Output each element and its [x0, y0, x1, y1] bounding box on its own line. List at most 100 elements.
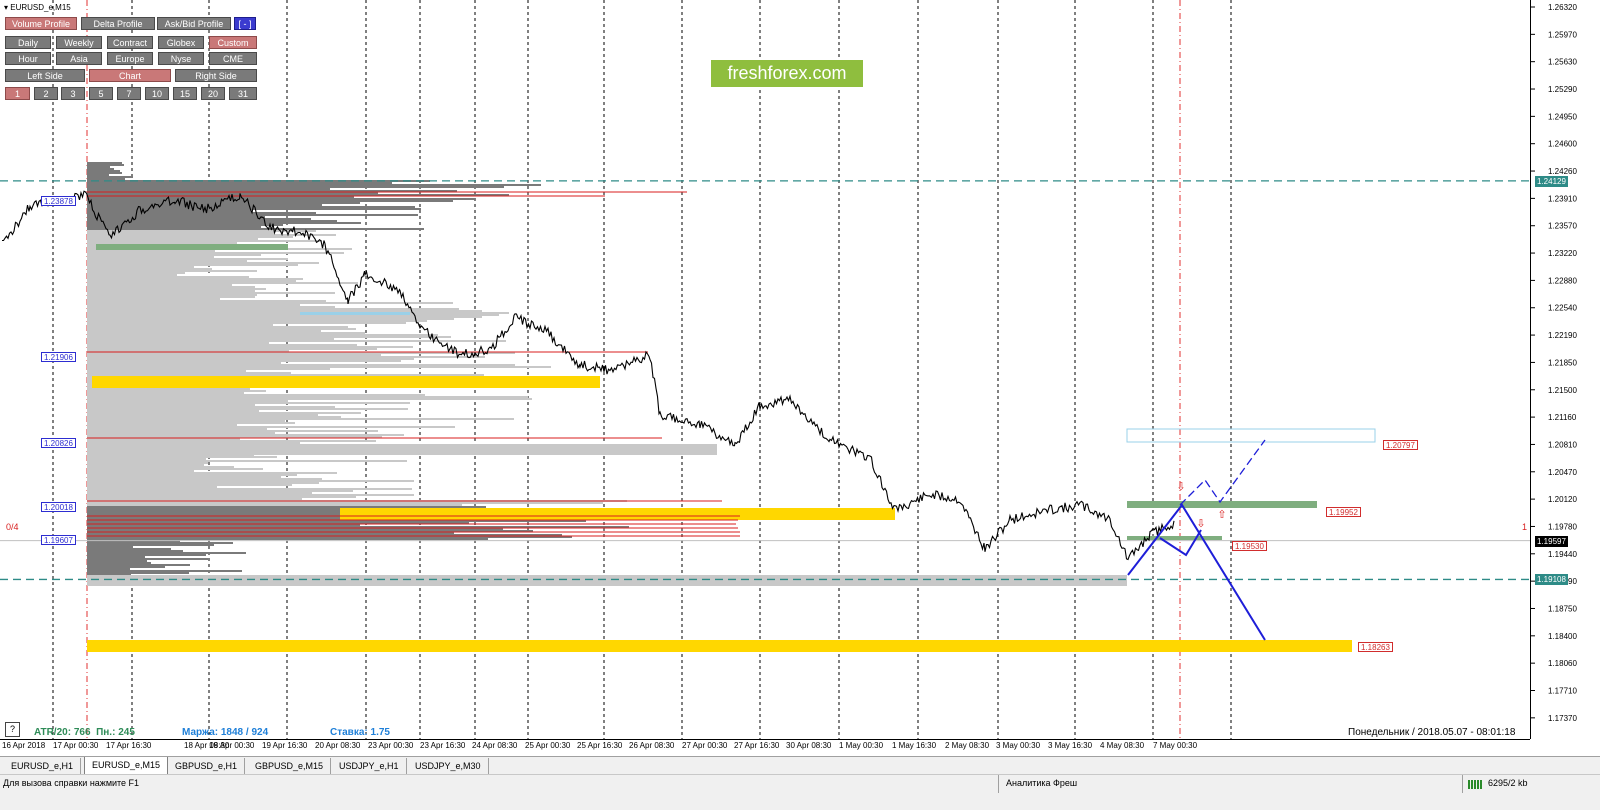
- atr-readout: ATR/20: 766 Пн.: 245: [34, 727, 135, 738]
- time-tick-label: 1 May 16:30: [892, 741, 937, 750]
- time-tick-label: 18 Apr 08:30: [184, 741, 230, 750]
- time-axis[interactable]: 16 Apr 2018 17 Apr 00:30 17 Apr 16:30 18 Ap…: [0, 739, 1530, 756]
- panel-button-1[interactable]: 1: [5, 87, 30, 100]
- price-tick-label: 1.22880: [1548, 276, 1577, 285]
- price-tick-label: 1.24600: [1548, 140, 1577, 149]
- price-badge: 1.19108: [1535, 574, 1568, 585]
- panel-button-2[interactable]: 2: [34, 87, 58, 100]
- chart-tab-gbpusd-e-h1[interactable]: GBPUSD_e,H1: [168, 758, 246, 774]
- panel-button-volume-profile[interactable]: Volume Profile: [5, 17, 77, 30]
- time-tick-label: 23 Apr 00:30: [368, 741, 414, 750]
- time-tick-label: 27 Apr 00:30: [682, 741, 728, 750]
- forecast-main-path: [1127, 503, 1266, 641]
- time-tick-label: 17 Apr 16:30: [106, 741, 152, 750]
- panel-button-hour[interactable]: Hour: [5, 52, 51, 65]
- price-tick-label: 1.19440: [1548, 550, 1577, 559]
- price-tick-label: 1.18400: [1548, 632, 1577, 641]
- price-chart[interactable]: ⇩ ⇩ ⇧: [0, 0, 1530, 739]
- price-tick-label: 1.23910: [1548, 194, 1577, 203]
- price-axis-ticks: 1.26320 1.25970 1.25630 1.25290 1.24950 1.246…: [1531, 3, 1577, 723]
- chart-tab-usdjpy-e-m30[interactable]: USDJPY_e,M30: [408, 758, 489, 774]
- panel-button-custom[interactable]: Custom: [209, 36, 257, 49]
- panel-button-chart[interactable]: Chart: [89, 69, 171, 82]
- panel-button-15[interactable]: 15: [173, 87, 197, 100]
- blue-zone-left: [300, 312, 410, 315]
- left-level-tag: 1.23878: [41, 196, 76, 206]
- panel-button-[interactable]: [ - ]: [234, 17, 256, 30]
- price-tick-label: 1.26320: [1548, 3, 1577, 12]
- panel-button-10[interactable]: 10: [145, 87, 169, 100]
- price-badge: 1.19597: [1535, 536, 1568, 547]
- time-tick-label: 19 Apr 00:30: [209, 741, 255, 750]
- price-tick-label: 1.20810: [1548, 440, 1577, 449]
- price-tick-label: 1.20470: [1548, 468, 1577, 477]
- time-tick-label: 2 May 08:30: [945, 741, 990, 750]
- left-level-tag: 1.20826: [41, 438, 76, 448]
- price-tick-label: 1.18060: [1548, 659, 1577, 668]
- panel-button-globex[interactable]: Globex: [158, 36, 204, 49]
- panel-button-right-side[interactable]: Right Side: [175, 69, 257, 82]
- panel-button-3[interactable]: 3: [61, 87, 85, 100]
- chart-tab-eurusd-e-h1[interactable]: EURUSD_e,H1: [4, 758, 82, 774]
- price-tick-label: 1.17370: [1548, 714, 1577, 723]
- help-button[interactable]: ?: [5, 722, 20, 737]
- panel-button-europe[interactable]: Europe: [107, 52, 153, 65]
- status-help-text: Для вызова справки нажмите F1: [3, 778, 140, 788]
- price-tick-label: 1.23570: [1548, 222, 1577, 231]
- value-zone-lower: [87, 640, 1352, 652]
- panel-button-left-side[interactable]: Left Side: [5, 69, 85, 82]
- panel-button-contract[interactable]: Contract: [107, 36, 153, 49]
- signal-arrow-icon: ⇩: [1196, 518, 1205, 530]
- window-menu-icon[interactable]: ▾: [4, 3, 9, 12]
- price-tick-label: 1.23220: [1548, 249, 1577, 258]
- right-level-tag: 1.20797: [1383, 440, 1418, 450]
- price-tick-label: 1.22190: [1548, 331, 1577, 340]
- value-zone-upper: [92, 376, 600, 388]
- panel-button-31[interactable]: 31: [229, 87, 257, 100]
- time-tick-label: 4 May 08:30: [1100, 741, 1145, 750]
- freshforex-logo: freshforex.com: [711, 60, 863, 87]
- signal-arrow-icon: ⇧: [1217, 509, 1226, 521]
- time-tick-label: 24 Apr 08:30: [472, 741, 518, 750]
- time-tick-label: 27 Apr 16:30: [734, 741, 780, 750]
- margin-readout: Маржа: 1848 / 924: [182, 727, 269, 738]
- panel-button-daily[interactable]: Daily: [5, 36, 51, 49]
- time-tick-label: 20 Apr 08:30: [315, 741, 361, 750]
- chart-tab-usdjpy-e-h1[interactable]: USDJPY_e,H1: [332, 758, 407, 774]
- time-tick-label: 25 Apr 00:30: [525, 741, 571, 750]
- price-tick-label: 1.21850: [1548, 358, 1577, 367]
- time-tick-label: 3 May 00:30: [996, 741, 1041, 750]
- time-tick-label: 7 May 00:30: [1153, 741, 1198, 750]
- green-zone-left: [96, 244, 288, 250]
- price-tick-label: 1.22540: [1548, 304, 1577, 313]
- chart-tab-gbpusd-e-m15[interactable]: GBPUSD_e,M15: [248, 758, 332, 774]
- panel-button-7[interactable]: 7: [117, 87, 141, 100]
- panel-button-5[interactable]: 5: [89, 87, 113, 100]
- panel-button-ask-bid-profile[interactable]: Ask/Bid Profile: [157, 17, 231, 30]
- left-counter: 0/4: [6, 522, 19, 532]
- chart-tab-bar: EURUSD_e,H1 EURUSD_e,M15 GBPUSD_e,H1 GBPUSD…: [0, 756, 1600, 775]
- panel-button-weekly[interactable]: Weekly: [56, 36, 102, 49]
- price-axis[interactable]: 1.26320 1.25970 1.25630 1.25290 1.24950 1.246…: [1530, 0, 1600, 739]
- panel-button-20[interactable]: 20: [201, 87, 225, 100]
- panel-button-nyse[interactable]: Nyse: [158, 52, 204, 65]
- panel-button-asia[interactable]: Asia: [56, 52, 102, 65]
- chart-tab-eurusd-e-m15[interactable]: EURUSD_e,M15: [84, 757, 169, 775]
- blue-zone-target: [1126, 428, 1376, 443]
- right-level-tag: 1.18263: [1358, 642, 1393, 652]
- price-badge: 1.24129: [1535, 176, 1568, 187]
- panel-button-cme[interactable]: CME: [209, 52, 257, 65]
- server-datetime: Понедельник / 2018.05.07 - 08:01:18: [1348, 727, 1516, 738]
- chart-area[interactable]: ⇩ ⇩ ⇧ ▾ EURUSD_e,M15 Volume Profile Delta P…: [0, 0, 1530, 739]
- price-tick-label: 1.21500: [1548, 386, 1577, 395]
- forecast-alt-path: [1159, 529, 1202, 557]
- price-tick-label: 1.25630: [1548, 58, 1577, 67]
- time-tick-label: 25 Apr 16:30: [577, 741, 623, 750]
- rate-readout: Ставка: 1.75: [330, 727, 390, 738]
- panel-button-delta-profile[interactable]: Delta Profile: [81, 17, 155, 30]
- connection-bars-icon: [1468, 780, 1482, 789]
- price-tick-label: 1.17710: [1548, 687, 1577, 696]
- time-tick-label: 3 May 16:30: [1048, 741, 1093, 750]
- left-level-tag: 1.20018: [41, 502, 76, 512]
- time-tick-label: 17 Apr 00:30: [53, 741, 99, 750]
